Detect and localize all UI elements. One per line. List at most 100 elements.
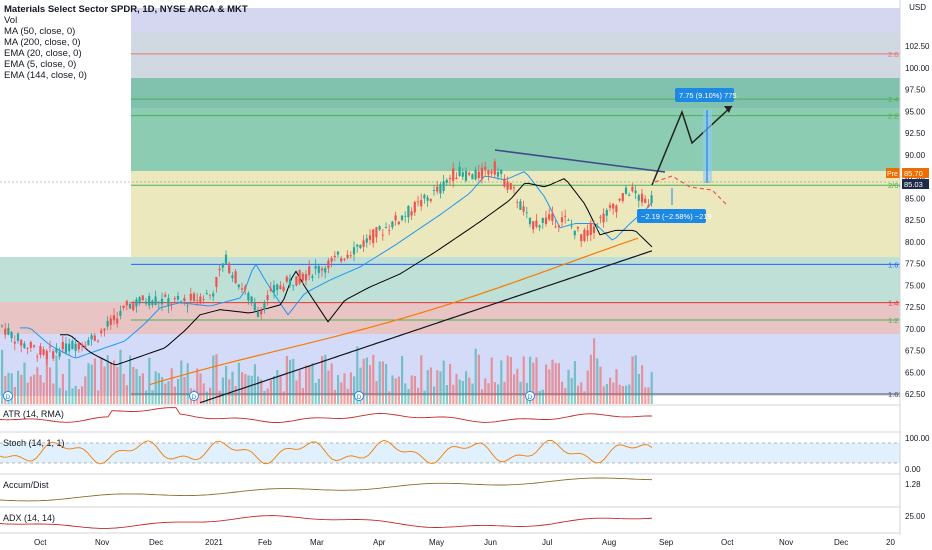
candle-body: [167, 298, 170, 307]
volume-bar: [365, 357, 368, 404]
candle-body: [477, 171, 480, 178]
candle-body: [538, 225, 541, 228]
fib-label-3: 2/66: [888, 181, 903, 190]
candle-body: [426, 197, 429, 201]
price-tick-15: 65.00: [905, 368, 926, 377]
fib-label-5: 1.41: [888, 299, 903, 308]
candle-body: [295, 276, 298, 286]
price-tick-8: 82.50: [905, 216, 926, 225]
candle-body: [340, 258, 343, 262]
accum-pane-label[interactable]: Accum/Dist: [3, 480, 49, 490]
volume-bar: [401, 356, 404, 404]
legend-ema20[interactable]: EMA (20, close, 0): [4, 48, 82, 59]
candle-body: [343, 259, 346, 260]
legend-ema5[interactable]: EMA (5, close, 0): [4, 59, 77, 70]
volume-bar: [426, 370, 429, 404]
volume-bar: [609, 377, 612, 404]
candle-body: [240, 288, 244, 290]
candle-body: [525, 212, 528, 214]
candle-body: [20, 340, 23, 346]
legend-ema144[interactable]: EMA (144, close, 0): [4, 70, 87, 81]
last-price-badge: [902, 179, 929, 189]
volume-bar: [449, 363, 452, 404]
volume-bar: [484, 378, 487, 404]
volume-bar: [177, 378, 180, 404]
legend-ma200[interactable]: MA (200, close, 0): [4, 37, 81, 48]
candle-body: [298, 269, 301, 284]
candle-body: [381, 234, 384, 236]
candles: [0, 158, 653, 365]
volume-bar: [333, 389, 336, 404]
volume-bar: [554, 363, 557, 404]
legend-ma50[interactable]: MA (50, close, 0): [4, 26, 76, 37]
volume-bar: [23, 362, 26, 404]
volume-bar: [4, 376, 7, 404]
candle-body: [276, 284, 279, 291]
candle-body: [474, 169, 477, 180]
dividend-marker-label-0: D: [6, 394, 11, 401]
candle-body: [557, 225, 560, 227]
candle-body: [356, 244, 359, 247]
stoch-line: [0, 439, 653, 465]
volume-bar: [346, 388, 349, 404]
volume-bar: [564, 388, 567, 404]
candle-body: [400, 215, 404, 220]
volume-bar: [58, 388, 61, 404]
time-tick-0: Oct: [34, 538, 47, 547]
volume-bar: [586, 370, 589, 404]
candle-body: [84, 345, 87, 348]
volume-bar: [410, 375, 413, 404]
atr-pane-label[interactable]: ATR (14, RMA): [3, 409, 64, 419]
volume-bar: [122, 373, 125, 404]
candle-body: [647, 205, 650, 207]
candle-body: [509, 183, 512, 190]
candle-body: [442, 181, 445, 191]
volume-bar: [87, 363, 90, 404]
fib-label-4: 1.61: [888, 260, 903, 269]
candle-body: [548, 214, 551, 220]
candle-body: [407, 205, 410, 218]
dividend-marker-label-1: D: [192, 394, 197, 401]
volume-bar: [301, 388, 304, 404]
volume-bar: [391, 375, 394, 404]
candle-body: [119, 310, 122, 316]
volume-bar: [349, 372, 352, 404]
candle-body: [186, 305, 189, 307]
volume-bar: [500, 360, 503, 404]
candle-body: [80, 343, 84, 346]
candle-body: [528, 217, 532, 225]
volume-bar: [97, 390, 100, 404]
candle-body: [336, 251, 340, 255]
volume-bar: [279, 374, 282, 404]
candle-body: [420, 199, 423, 207]
candle-body: [13, 341, 16, 344]
candle-body: [234, 271, 237, 284]
candle-body: [279, 285, 282, 289]
candle-body: [362, 240, 365, 247]
candle-body: [23, 343, 26, 348]
candle-body: [637, 195, 640, 201]
volume-bar: [308, 365, 311, 404]
candle-body: [314, 265, 317, 269]
candle-body: [522, 206, 525, 212]
volume-bar: [385, 364, 388, 404]
candle-body: [308, 266, 311, 276]
volume-bar: [433, 386, 436, 404]
candle-body: [490, 171, 493, 174]
candle-body: [109, 318, 112, 325]
volume-bar: [113, 360, 116, 404]
stoch-pane-label[interactable]: Stoch (14, 1, 1): [3, 438, 65, 448]
symbol-title[interactable]: Materials Select Sector SPDR, 1D, NYSE A…: [4, 4, 248, 15]
currency-label[interactable]: USD: [909, 3, 926, 12]
volume-bar: [621, 386, 624, 404]
candle-body: [39, 346, 42, 355]
legend-vol[interactable]: Vol: [4, 15, 18, 26]
measure-down-label-bg: [637, 209, 706, 223]
candle-body: [304, 274, 308, 281]
candle-body: [327, 260, 330, 269]
adx-pane-label[interactable]: ADX (14, 14): [3, 513, 56, 523]
candle-body: [359, 244, 362, 249]
candle-body: [599, 216, 602, 218]
fib-zone-1: [131, 33, 900, 78]
